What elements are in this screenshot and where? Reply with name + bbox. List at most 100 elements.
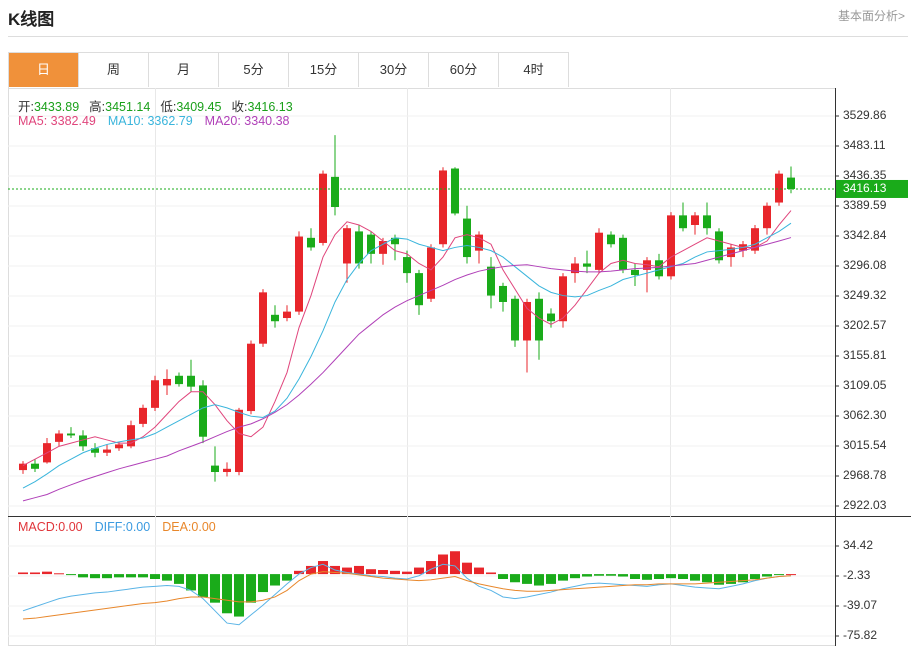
- candle-body: [331, 176, 339, 208]
- macd-bar: [414, 567, 424, 575]
- candle-body: [571, 263, 579, 274]
- candle-body: [91, 448, 99, 453]
- macd-bar: [654, 574, 664, 579]
- candle-body: [19, 463, 27, 471]
- macd-bar: [162, 574, 172, 581]
- macd-bar: [246, 574, 256, 603]
- macd-bar: [210, 574, 220, 603]
- macd-bar: [78, 574, 88, 578]
- macd-bar: [426, 561, 436, 575]
- y-tick-label: 3109.05: [843, 378, 887, 392]
- macd-bar: [222, 574, 232, 614]
- candle-body: [667, 215, 675, 277]
- candle-body: [211, 465, 219, 473]
- macd-bar: [570, 574, 580, 579]
- tab[interactable]: 周: [79, 53, 149, 87]
- macd-bar: [546, 574, 556, 584]
- candle-body: [475, 234, 483, 251]
- readout-value: 3416.13: [247, 100, 293, 114]
- readout-item: MA10: 3362.79: [108, 114, 193, 128]
- chart-frame: [8, 88, 836, 646]
- macd-bar: [306, 565, 316, 575]
- tab[interactable]: 日: [9, 53, 79, 87]
- readout-value: 0.00: [58, 520, 83, 534]
- macd-bar: [558, 574, 568, 581]
- macd-bar: [366, 569, 376, 575]
- y-tick-label: 34.42: [843, 538, 873, 552]
- macd-bar: [66, 574, 76, 576]
- candle-body: [271, 314, 279, 322]
- candle-body: [787, 177, 795, 189]
- tab[interactable]: 5分: [219, 53, 289, 87]
- readout-label: MACD:: [18, 520, 59, 534]
- readout-item: MA5: 3382.49: [18, 114, 96, 128]
- candle-body: [307, 237, 315, 248]
- candle-body: [283, 311, 291, 319]
- y-tick-label: 3296.08: [843, 258, 887, 272]
- candle-body: [463, 218, 471, 258]
- macd-bar: [174, 574, 184, 584]
- macd-bar: [726, 574, 736, 584]
- macd-readout: MACD:0.00 DIFF:0.00 DEA:0.00: [18, 520, 216, 534]
- candle-body: [67, 433, 75, 436]
- macd-bar: [534, 574, 544, 586]
- tab[interactable]: 月: [149, 53, 219, 87]
- macd-bar: [126, 574, 136, 578]
- candle-body: [703, 215, 711, 229]
- candle-body: [127, 425, 135, 447]
- candle-body: [199, 385, 207, 437]
- y-tick-label: -75.82: [843, 628, 877, 642]
- macd-bar: [630, 574, 640, 579]
- readout-value: 3382.49: [50, 114, 96, 128]
- macd-bar: [594, 574, 604, 576]
- macd-bar: [774, 574, 784, 576]
- readout-value: 0.00: [125, 520, 151, 534]
- tab[interactable]: 30分: [359, 53, 429, 87]
- readout-value: 3362.79: [147, 114, 193, 128]
- readout-item: MACD:0.00: [18, 520, 83, 534]
- divider: [8, 36, 908, 37]
- macd-bar: [606, 574, 616, 576]
- readout-label: 高:: [89, 100, 106, 114]
- candle-body: [391, 237, 399, 245]
- macd-bar: [318, 561, 328, 575]
- tab[interactable]: 15分: [289, 53, 359, 87]
- macd-bar: [498, 574, 508, 579]
- candle-body: [379, 241, 387, 254]
- candle-body: [607, 234, 615, 245]
- macd-bar: [522, 574, 532, 584]
- macd-bar: [510, 574, 520, 583]
- macd-bar: [102, 574, 112, 579]
- candle-body: [559, 276, 567, 322]
- macd-bar: [198, 574, 208, 597]
- y-tick-label: -2.33: [843, 568, 871, 582]
- candle-body: [511, 298, 519, 341]
- tab[interactable]: 60分: [429, 53, 499, 87]
- readout-label: 低:: [160, 100, 177, 114]
- candle-body: [355, 231, 363, 264]
- readout-label: 开:: [18, 100, 34, 114]
- readout-label: MA10:: [107, 114, 144, 128]
- macd-bar: [138, 574, 148, 578]
- candle-body: [631, 269, 639, 276]
- macd-bar: [282, 574, 292, 581]
- title: K线图: [8, 10, 55, 29]
- macd-bar: [54, 573, 64, 575]
- macd-bar: [474, 567, 484, 575]
- macd-bar: [294, 570, 304, 575]
- y-tick-label: 2922.03: [843, 498, 887, 512]
- candle-body: [139, 407, 147, 424]
- candle-body: [295, 236, 303, 312]
- fundamental-link[interactable]: 基本面分析>: [837, 9, 905, 23]
- readout-label: 收:: [231, 100, 248, 114]
- tab[interactable]: 4时: [499, 53, 569, 87]
- candle-body: [595, 232, 603, 270]
- candle-body: [763, 205, 771, 229]
- macd-bar: [762, 574, 772, 577]
- macd-bar: [678, 574, 688, 579]
- macd-bar: [186, 574, 196, 591]
- candle-body: [427, 247, 435, 299]
- readout-value: 0.00: [191, 520, 216, 534]
- readout-item: DIFF:0.00: [95, 520, 151, 534]
